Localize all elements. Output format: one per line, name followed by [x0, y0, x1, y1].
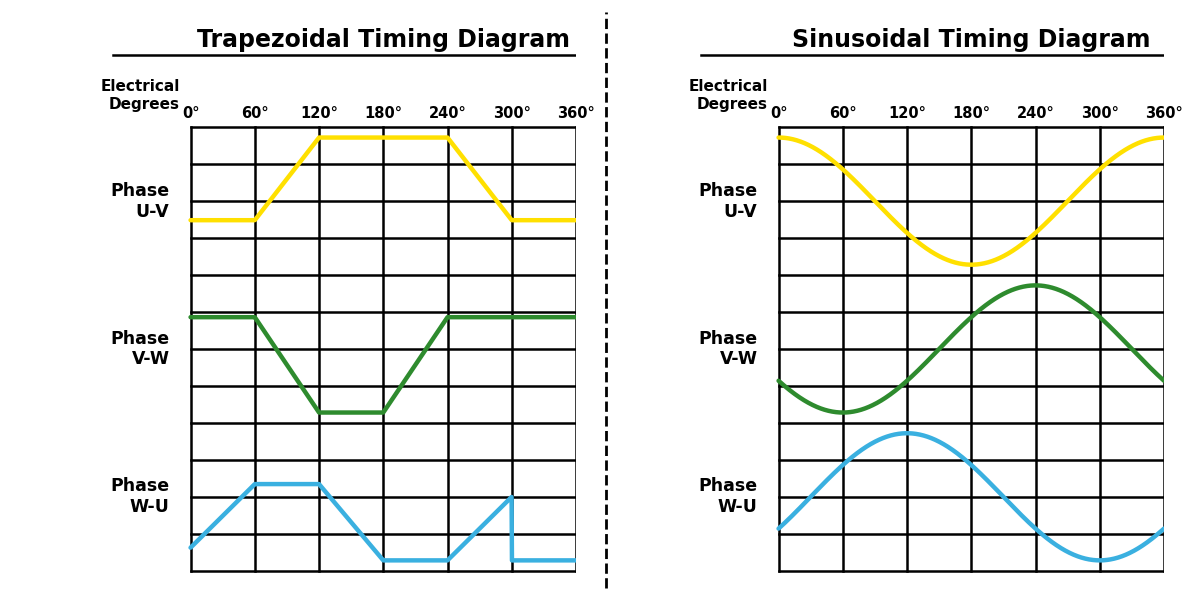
Text: Phase
V-W: Phase V-W	[698, 329, 757, 368]
Text: 240°: 240°	[1016, 106, 1055, 121]
Text: 60°: 60°	[241, 106, 269, 121]
Text: 360°: 360°	[557, 106, 595, 121]
Text: 360°: 360°	[1145, 106, 1183, 121]
Text: Phase
W-U: Phase W-U	[698, 478, 757, 516]
Text: Phase
W-U: Phase W-U	[110, 478, 169, 516]
Text: Sinusoidal Timing Diagram: Sinusoidal Timing Diagram	[792, 28, 1151, 52]
Text: Electrical
Degrees: Electrical Degrees	[689, 79, 768, 112]
Text: 120°: 120°	[300, 106, 338, 121]
Text: Electrical
Degrees: Electrical Degrees	[101, 79, 180, 112]
Text: 300°: 300°	[493, 106, 530, 121]
Text: 180°: 180°	[953, 106, 990, 121]
Text: Phase
U-V: Phase U-V	[110, 182, 169, 221]
Text: Trapezoidal Timing Diagram: Trapezoidal Timing Diagram	[197, 28, 570, 52]
Text: 0°: 0°	[182, 106, 199, 121]
Text: 180°: 180°	[365, 106, 402, 121]
Text: 240°: 240°	[428, 106, 467, 121]
Text: 0°: 0°	[770, 106, 787, 121]
Text: Phase
U-V: Phase U-V	[698, 182, 757, 221]
Text: 60°: 60°	[829, 106, 857, 121]
Text: 300°: 300°	[1081, 106, 1118, 121]
Text: 120°: 120°	[888, 106, 926, 121]
Text: Phase
V-W: Phase V-W	[110, 329, 169, 368]
